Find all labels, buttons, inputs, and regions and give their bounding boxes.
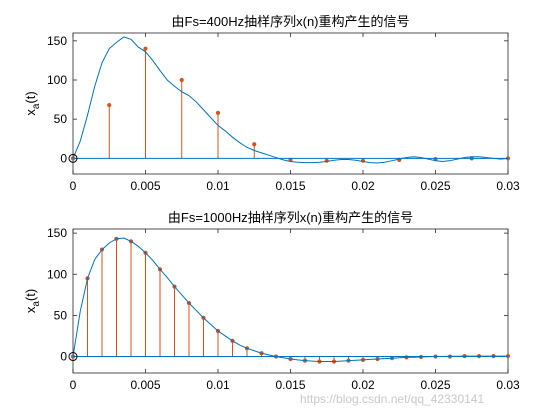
- x-tick-label: 0.005: [130, 179, 160, 193]
- y-axis-label: xa(t): [23, 289, 42, 313]
- y-tick-label: 100: [47, 73, 67, 87]
- x-tick-label: 0.02: [351, 378, 375, 392]
- chart-title: 由Fs=1000Hz抽样序列x(n)重构产生的信号: [168, 210, 413, 225]
- stem-marker: [179, 77, 184, 83]
- x-tick-label: 0.03: [496, 378, 520, 392]
- x-tick-label: 0: [70, 179, 77, 193]
- watermark: https://blog.csdn.net/qq_42330141: [300, 392, 485, 406]
- x-tick-label: 0.01: [206, 179, 230, 193]
- y-tick-label: 50: [54, 308, 68, 322]
- x-tick-label: 0.015: [275, 179, 305, 193]
- top-subplot: 0 0.005 0.01 0.015 0.02 0.025 0.03 0 50 100 150 由Fs…: [23, 14, 520, 193]
- plot-area: [72, 32, 509, 175]
- chart-title: 由Fs=400Hz抽样序列x(n)重构产生的信号: [172, 14, 410, 29]
- stem-marker: [215, 110, 221, 116]
- x-tick-label: 0.025: [420, 179, 450, 193]
- y-tick-label: 50: [54, 112, 68, 126]
- reconstructed-curve: [72, 237, 508, 362]
- stem-marker: [107, 102, 112, 108]
- y-tick-label: 150: [47, 226, 67, 240]
- bottom-subplot: 0 0.005 0.01 0.015 0.02 0.025 0.03 0 50 100 150 由Fs…: [23, 210, 520, 392]
- x-tick-label: 0.005: [130, 378, 160, 392]
- y-axis-label: xa(t): [23, 91, 42, 115]
- x-tick-label: 0.02: [351, 179, 375, 193]
- stem-marker: [143, 46, 148, 51]
- origin-marker: [68, 153, 78, 163]
- x-tick-label: 0: [70, 378, 77, 392]
- y-tick-label: 100: [47, 267, 67, 281]
- reconstructed-curve: [72, 36, 509, 164]
- y-tick-label: 150: [47, 34, 67, 48]
- x-tick-label: 0.015: [275, 378, 305, 392]
- y-tick-label: 0: [60, 151, 67, 165]
- y-tick-label: 0: [60, 350, 67, 364]
- plot-area: [72, 228, 509, 374]
- stem-marker: [252, 142, 257, 147]
- x-tick-label: 0.01: [206, 378, 230, 392]
- origin-marker: [68, 352, 78, 362]
- x-tick-label: 0.03: [496, 179, 520, 193]
- x-tick-label: 0.025: [420, 378, 450, 392]
